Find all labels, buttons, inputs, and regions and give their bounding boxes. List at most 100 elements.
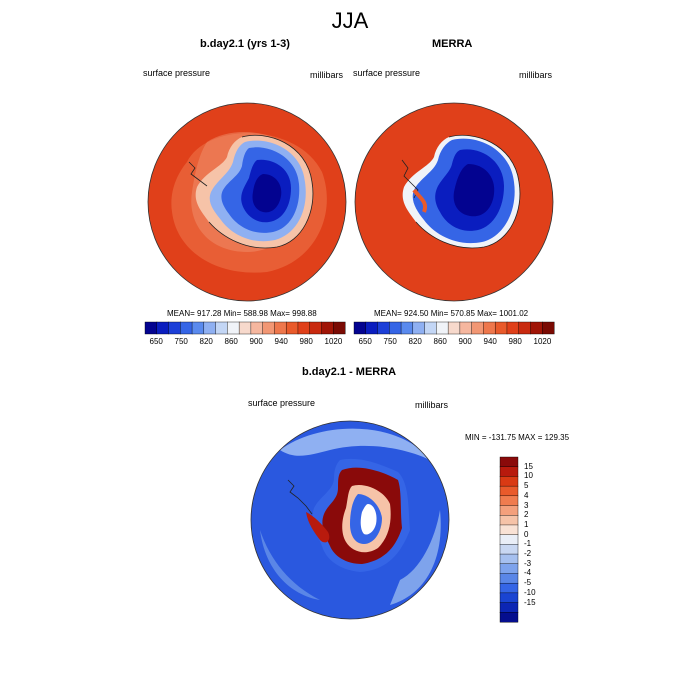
difference-colorbar-tick-label: 3: [524, 500, 529, 510]
colorbar-swatch: [156, 321, 170, 335]
colorbar-swatch: [309, 321, 322, 335]
colorbar-tick-label: 1020: [533, 337, 552, 346]
colorbar-swatch: [168, 321, 181, 335]
colorbar-swatch: [353, 321, 367, 335]
colorbar-swatch: [250, 321, 264, 335]
difference-colorbar-swatch: [499, 515, 519, 526]
difference-colorbar-swatch: [499, 612, 519, 623]
difference-colorbar-swatch: [499, 544, 519, 555]
difference-colorbar-swatch: [499, 456, 519, 468]
colorbar-swatch: [238, 321, 252, 335]
colorbar-swatch: [494, 321, 508, 335]
colorbar-swatch: [530, 321, 543, 335]
colorbar-swatch: [542, 321, 555, 335]
colorbar-swatch: [412, 321, 426, 335]
panel-1-units-label: millibars: [310, 70, 344, 80]
panel-1-title: b.day2.1 (yrs 1-3): [200, 38, 290, 50]
colorbar-swatch: [400, 321, 414, 335]
colorbar-swatch: [518, 321, 531, 335]
difference-colorbar-tick-label: 2: [524, 510, 529, 520]
colorbar-swatch: [377, 321, 390, 335]
difference-colorbar-swatch: [499, 582, 519, 594]
colorbar-swatch: [180, 321, 193, 335]
colorbar-swatch: [483, 321, 496, 335]
difference-colorbar-tick-label: -1: [524, 539, 532, 549]
colorbar-swatch: [389, 321, 402, 335]
difference-colorbar-swatch: [499, 466, 519, 477]
difference-colorbar-swatch: [499, 505, 519, 516]
colorbar-tick-label: 750: [383, 337, 397, 346]
colorbar-tick-label: 820: [199, 337, 213, 346]
colorbar-swatch: [203, 321, 217, 335]
colorbar-swatch: [365, 321, 379, 335]
colorbar-swatch: [321, 321, 334, 335]
colorbar-swatch: [424, 321, 437, 335]
panel-2-variable-label: surface pressure: [353, 68, 421, 78]
figure-title: JJA: [331, 8, 369, 33]
difference-colorbar-tick-label: 0: [524, 529, 529, 539]
difference-colorbar-tick-label: 5: [524, 481, 529, 491]
difference-colorbar-tick-label: 1: [524, 519, 529, 529]
difference-colorbar-tick-label: -3: [524, 558, 532, 568]
difference-polar-map: [250, 420, 450, 620]
colorbar-swatch: [262, 321, 275, 335]
colorbar-swatch: [227, 321, 240, 335]
difference-variable-label: surface pressure: [248, 398, 316, 408]
colorbar-tick-label: 940: [483, 337, 497, 346]
difference-colorbar-swatch: [499, 602, 519, 613]
difference-colorbar-tick-label: 10: [524, 471, 533, 481]
colorbar-swatch: [471, 321, 484, 335]
difference-colorbar-tick-label: 15: [524, 461, 533, 471]
colorbar-swatch: [274, 321, 287, 335]
difference-colorbar-tick-label: -15: [524, 597, 536, 607]
difference-colorbar-swatch: [499, 524, 519, 536]
difference-colorbar-swatch: [499, 534, 519, 545]
difference-colorbar-tick-label: -10: [524, 587, 536, 597]
panel-1-stats: MEAN= 917.28 Min= 588.98 Max= 998.88: [167, 309, 317, 318]
difference-colorbar-swatch: [499, 476, 519, 487]
panel-2-stats: MEAN= 924.50 Min= 570.85 Max= 1001.02: [374, 309, 529, 318]
colorbar-swatch: [447, 321, 461, 335]
panel-2-colorbar: [353, 321, 555, 335]
difference-colorbar-swatch: [499, 495, 519, 507]
colorbar-swatch: [285, 321, 299, 335]
colorbar-swatch: [297, 321, 311, 335]
difference-colorbar: [499, 456, 519, 623]
colorbar-swatch: [459, 321, 473, 335]
difference-colorbar-tick-label: -5: [524, 578, 532, 588]
difference-stats: MIN = -131.75 MAX = 129.35: [465, 433, 570, 442]
colorbar-swatch: [144, 321, 158, 335]
colorbar-swatch: [333, 321, 346, 335]
difference-colorbar-tick-label: -4: [524, 568, 532, 578]
colorbar-tick-label: 860: [224, 337, 238, 346]
colorbar-tick-label: 900: [249, 337, 263, 346]
colorbar-tick-label: 980: [299, 337, 313, 346]
panel-1-polar-map: [147, 102, 347, 302]
panel-2-units-label: millibars: [519, 70, 553, 80]
colorbar-tick-label: 1020: [324, 337, 343, 346]
difference-colorbar-swatch: [499, 592, 519, 604]
panel-1-variable-label: surface pressure: [143, 68, 211, 78]
difference-colorbar-swatch: [499, 573, 519, 584]
panel-2-title: MERRA: [432, 38, 473, 50]
colorbar-swatch: [191, 321, 205, 335]
difference-units-label: millibars: [415, 400, 449, 410]
colorbar-tick-label: 650: [149, 337, 163, 346]
difference-colorbar-swatch: [499, 563, 519, 574]
colorbar-tick-label: 750: [174, 337, 188, 346]
difference-title: b.day2.1 - MERRA: [302, 366, 397, 378]
difference-colorbar-tick-label: 4: [524, 490, 529, 500]
difference-colorbar-swatch: [499, 553, 519, 565]
colorbar-tick-label: 980: [508, 337, 522, 346]
colorbar-swatch: [215, 321, 228, 335]
difference-colorbar-tick-label: -2: [524, 549, 532, 559]
colorbar-tick-label: 900: [458, 337, 472, 346]
panel-1-colorbar: [144, 321, 346, 335]
colorbar-tick-label: 650: [358, 337, 372, 346]
colorbar-tick-label: 820: [408, 337, 422, 346]
colorbar-swatch: [506, 321, 520, 335]
panel-2-polar-map: [354, 102, 554, 302]
difference-colorbar-swatch: [499, 485, 519, 497]
colorbar-swatch: [436, 321, 449, 335]
colorbar-tick-label: 940: [274, 337, 288, 346]
